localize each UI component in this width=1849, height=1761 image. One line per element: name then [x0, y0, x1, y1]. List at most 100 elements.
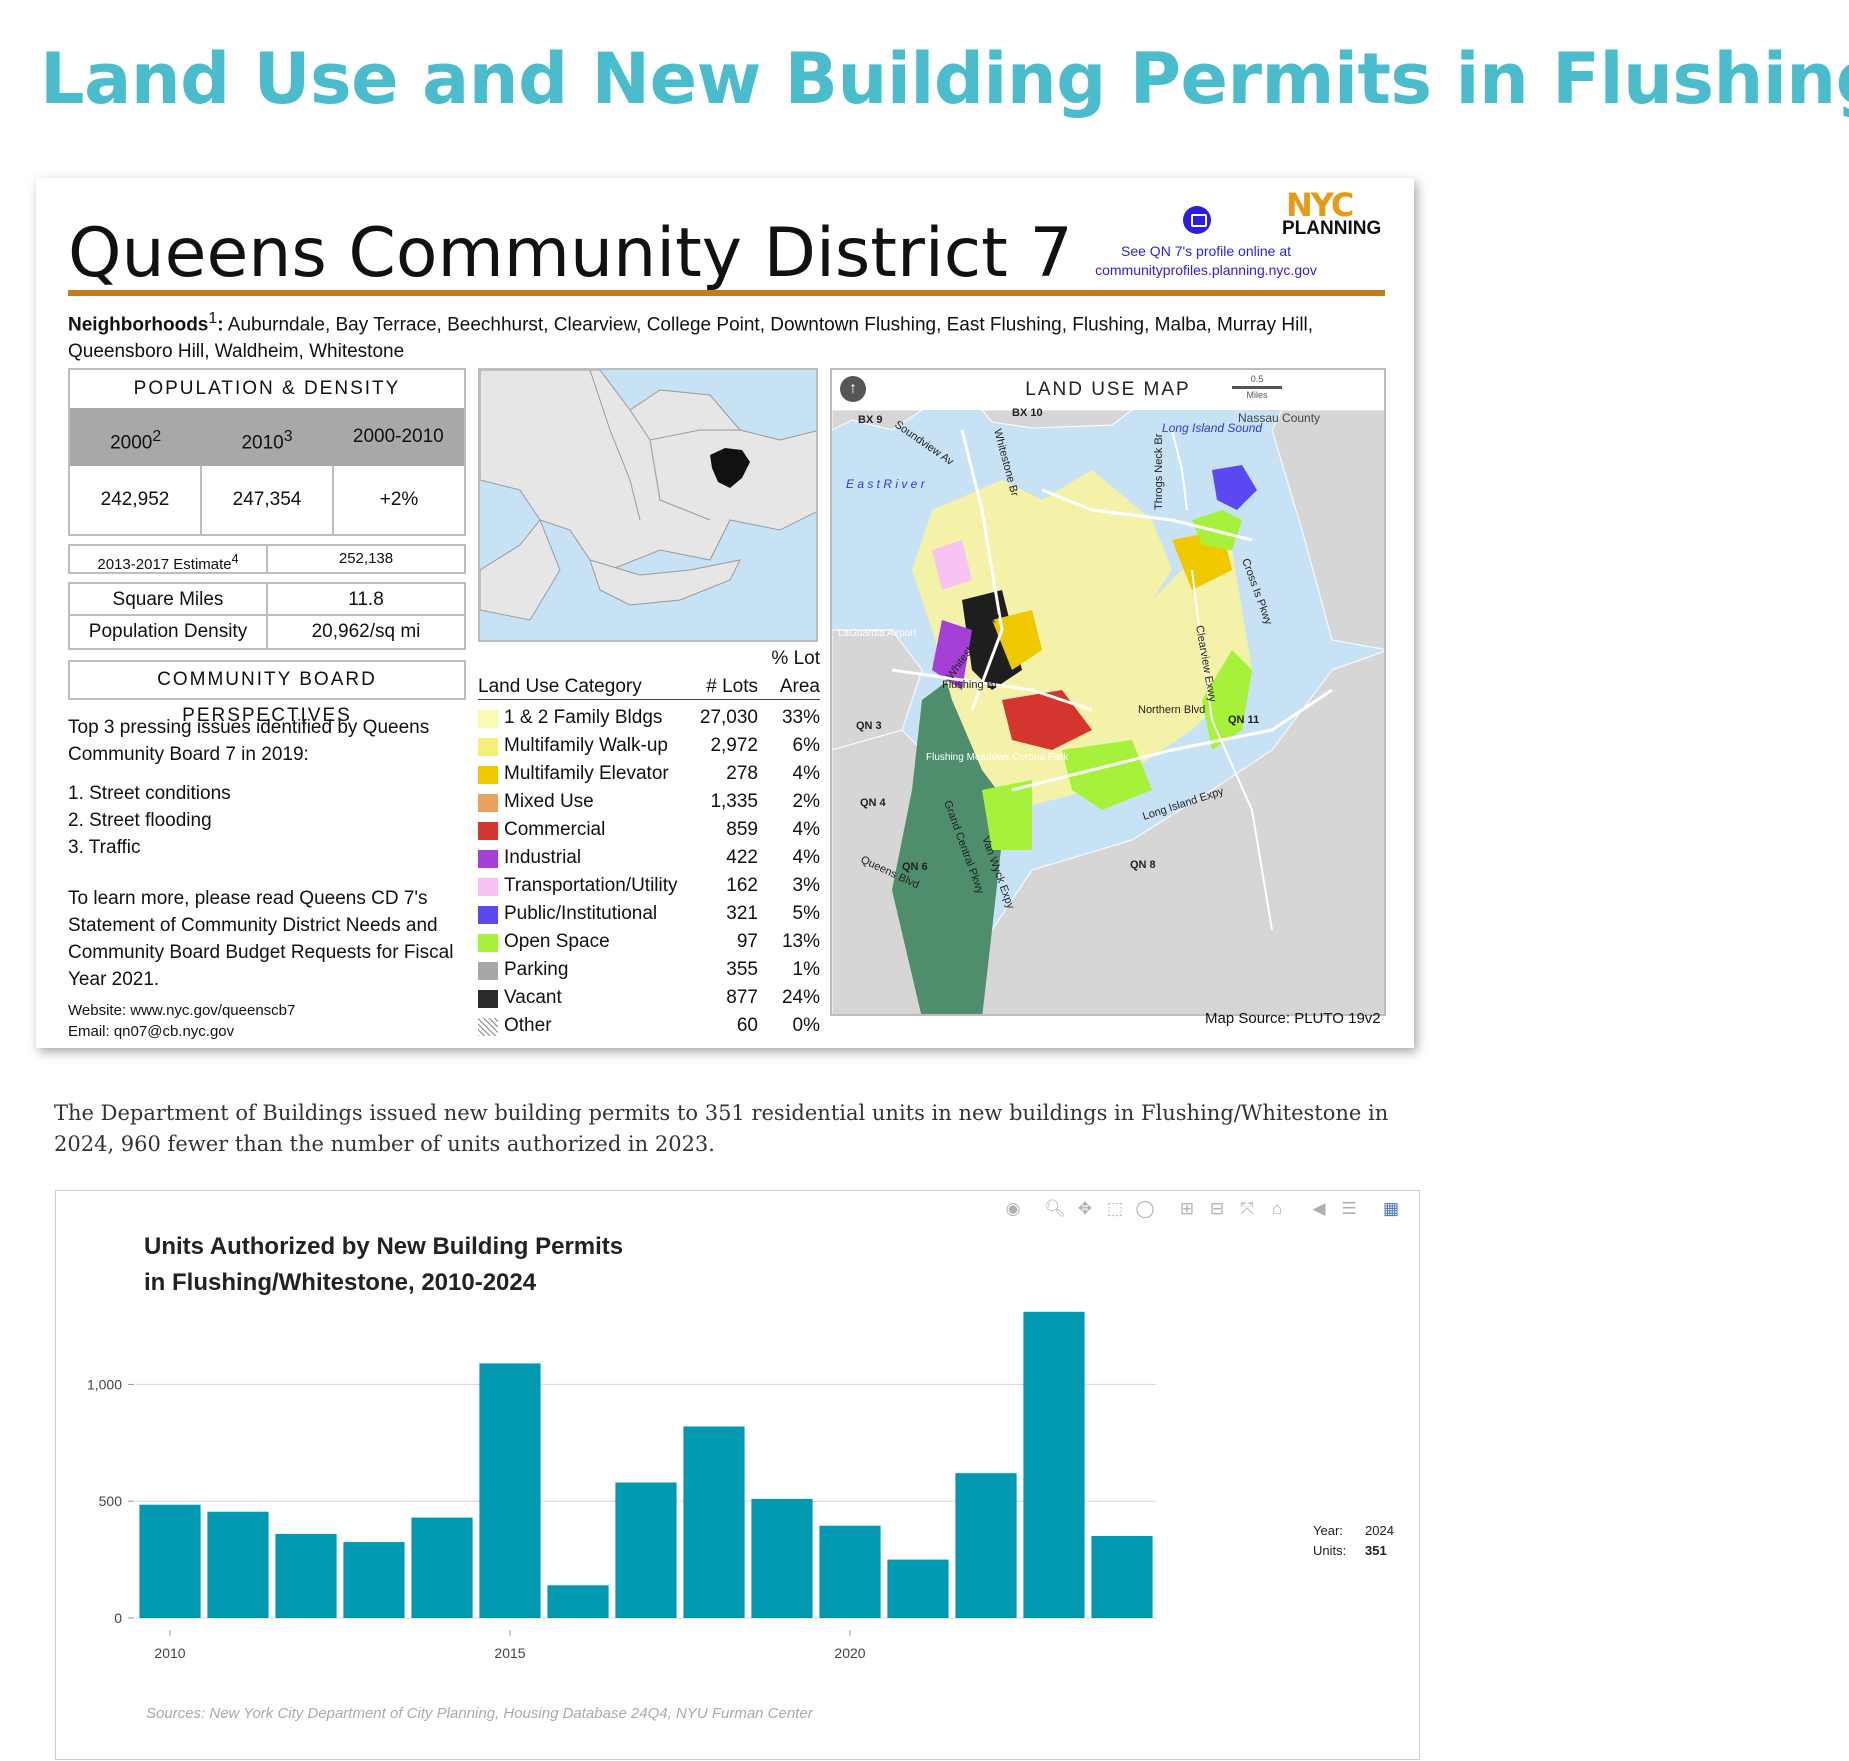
bar-2018[interactable]	[683, 1426, 745, 1618]
plotly-logo-icon[interactable]: ▦	[1382, 1199, 1400, 1218]
bar-2015[interactable]	[479, 1363, 541, 1618]
land-use-swatch	[478, 710, 498, 728]
bar-2011[interactable]	[207, 1511, 269, 1618]
box-select-icon[interactable]: ⬚	[1106, 1199, 1124, 1218]
land-use-lots: 97	[736, 931, 758, 952]
title-divider	[68, 290, 1385, 296]
land-use-row: Other 60 0%	[478, 1012, 820, 1040]
land-use-name: Commercial	[504, 819, 606, 840]
issue-item: 2. Street flooding	[68, 810, 212, 831]
lasso-icon[interactable]: ◯	[1135, 1199, 1155, 1218]
population-change: +2%	[379, 489, 419, 510]
learn-more-text: To learn more, please read Queens CD 7's…	[68, 888, 454, 990]
land-use-pct: 33%	[781, 707, 820, 728]
land-use-lots: 1,335	[710, 791, 758, 812]
hover-units-value: 351	[1365, 1543, 1387, 1558]
district-title: Queens Community District 7	[68, 214, 1073, 293]
population-2000: 242,952	[70, 466, 202, 534]
zoom-out-icon[interactable]: ⊟	[1209, 1199, 1225, 1218]
map-label-qn3: QN 3	[856, 720, 882, 732]
land-use-row: Transportation/Utility 162 3%	[478, 872, 820, 900]
map-label-qn6: QN 6	[902, 861, 928, 873]
land-use-swatch	[478, 934, 498, 952]
land-use-row: Mixed Use 1,335 2%	[478, 788, 820, 816]
board-contact: Website: www.nyc.gov/queenscb7 Email: qn…	[68, 1000, 295, 1042]
bar-2016[interactable]	[547, 1585, 609, 1618]
land-use-pct: 6%	[792, 735, 820, 756]
land-use-swatch	[478, 794, 498, 812]
map-label-laguardia: LaGuardia Airport	[838, 628, 917, 639]
hover-year-label: Year:	[1313, 1523, 1343, 1538]
home-icon[interactable]: ⌂	[1271, 1199, 1283, 1218]
hover-label: Year: 2024 Units: 351	[1313, 1521, 1394, 1561]
monitor-icon	[1183, 206, 1211, 234]
year-change: 2000-2010	[352, 426, 444, 447]
spike-lines-icon[interactable]: ◀	[1312, 1199, 1326, 1218]
land-use-pct: 4%	[792, 847, 820, 868]
land-use-pct: 1%	[792, 959, 820, 980]
land-use-lots: 859	[726, 819, 758, 840]
population-years-row: 20002 20103 2000-2010	[70, 408, 464, 466]
land-use-pct: 5%	[792, 903, 820, 924]
map-label-sound: Long Island Sound	[1162, 421, 1262, 435]
y-tick-label: 500	[99, 1493, 123, 1509]
land-use-name: Open Space	[504, 931, 610, 952]
x-tick-label: 2020	[834, 1645, 865, 1661]
density-value: 20,962/sq mi	[311, 621, 421, 642]
board-website[interactable]: Website: www.nyc.gov/queenscb7	[68, 1002, 296, 1019]
land-use-swatch	[478, 850, 498, 868]
land-use-swatch	[478, 822, 498, 840]
land-use-row: Industrial 422 4%	[478, 844, 820, 872]
land-use-pct: 13%	[781, 931, 820, 952]
land-use-lots: 2,972	[710, 735, 758, 756]
population-values-row: 242,952 247,354 +2%	[70, 466, 464, 534]
bar-2024[interactable]	[1091, 1536, 1153, 1618]
map-label-nassau: Nassau County	[1238, 411, 1320, 425]
community-board-text: Top 3 pressing issues identified by Quee…	[68, 714, 468, 1005]
estimate-label: 2013-2017 Estimate4	[70, 546, 268, 573]
issue-item: 1. Street conditions	[68, 783, 231, 804]
map-label-fmcp: Flushing Meadows Corona Park	[926, 752, 1069, 763]
zoom-in-icon[interactable]: ⊞	[1179, 1199, 1195, 1218]
bar-2010[interactable]	[139, 1504, 201, 1618]
land-use-lots: 877	[726, 987, 758, 1008]
profile-online-link[interactable]: See QN 7's profile online at communitypr…	[1095, 243, 1317, 278]
bar-2017[interactable]	[615, 1482, 677, 1618]
hover-units-label: Units:	[1313, 1543, 1347, 1558]
chart-modebar: ◉ 🔍︎ ✥ ⬚ ◯ ⊞ ⊟ ⤧ ⌂ ◀ ☰ ▦	[999, 1197, 1405, 1221]
autoscale-icon[interactable]: ⤧	[1240, 1199, 1254, 1218]
land-use-map-heading: LAND USE MAP	[1025, 379, 1191, 400]
header-lots: # Lots	[706, 676, 758, 697]
land-use-name: Public/Institutional	[504, 903, 658, 924]
zoom-icon[interactable]: 🔍︎	[1044, 1199, 1066, 1218]
chart-title: Units Authorized by New Building Permits…	[144, 1229, 623, 1301]
land-use-pct: 2%	[792, 791, 820, 812]
map-label-flushing-br: Flushing Br	[942, 679, 998, 691]
page-title: Land Use and New Building Permits in Flu…	[40, 38, 1849, 120]
population-density-box: POPULATION & DENSITY 20002 20103 2000-20…	[68, 368, 466, 536]
area-density-box: Square Miles 11.8 Population Density 20,…	[68, 582, 466, 650]
board-email[interactable]: Email: qn07@cb.nyc.gov	[68, 1023, 235, 1040]
map-label-east-river: E a s t R i v e r	[846, 477, 926, 491]
land-use-lots: 422	[726, 847, 758, 868]
year-2000: 20002	[110, 428, 162, 454]
bar-2013[interactable]	[343, 1542, 405, 1618]
population-heading: POPULATION & DENSITY	[133, 378, 401, 399]
bar-2023[interactable]	[1023, 1311, 1085, 1618]
land-use-swatch	[478, 878, 498, 896]
camera-icon[interactable]: ◉	[1005, 1199, 1021, 1218]
bar-2014[interactable]	[411, 1517, 473, 1618]
bar-2019[interactable]	[751, 1498, 813, 1618]
north-arrow-icon: ↑	[840, 376, 866, 402]
compare-icon[interactable]: ☰	[1341, 1199, 1357, 1218]
footnote-marker: 1	[208, 310, 218, 327]
land-use-row: Parking 355 1%	[478, 956, 820, 984]
bar-2022[interactable]	[955, 1473, 1017, 1618]
bar-2012[interactable]	[275, 1533, 337, 1618]
pan-icon[interactable]: ✥	[1077, 1199, 1093, 1218]
land-use-map: BX 9 BX 10 Nassau County Long Island Sou…	[830, 368, 1386, 1016]
bar-2020[interactable]	[819, 1525, 881, 1618]
land-use-name: Parking	[504, 959, 569, 980]
land-use-table: Land Use Category # Lots % Lot Area 1 & …	[478, 646, 820, 1040]
bar-2021[interactable]	[887, 1559, 949, 1618]
